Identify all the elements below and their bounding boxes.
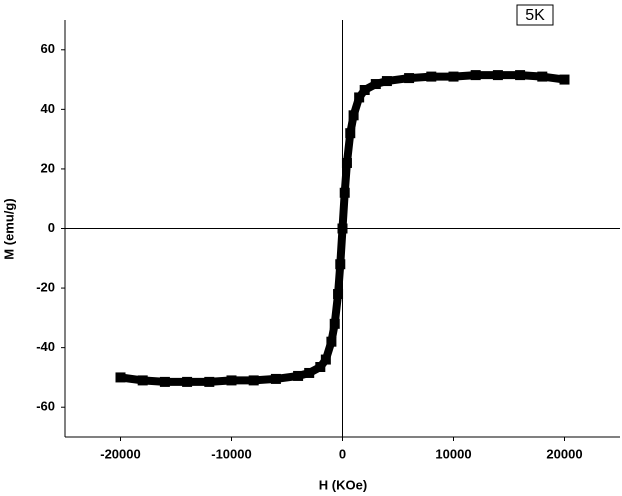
data-point: [337, 223, 348, 234]
data-point: [137, 375, 148, 386]
data-point: [359, 84, 370, 95]
y-tick-label: 20: [41, 160, 55, 175]
data-point: [248, 375, 259, 386]
data-point: [335, 259, 346, 270]
y-tick-label: -40: [36, 339, 55, 354]
data-point: [333, 289, 344, 300]
data-point: [354, 92, 365, 103]
data-point: [470, 70, 481, 81]
data-point: [115, 372, 126, 383]
data-point: [320, 354, 331, 365]
data-point: [381, 76, 392, 87]
legend-box: [516, 4, 554, 26]
data-point: [370, 79, 381, 90]
data-point: [315, 362, 326, 373]
data-point: [226, 375, 237, 386]
data-point: [492, 70, 503, 81]
data-point: [426, 71, 437, 82]
data-point: [293, 370, 304, 381]
y-tick-label: 40: [41, 101, 55, 116]
data-point: [270, 373, 281, 384]
y-tick-label: -20: [36, 280, 55, 295]
x-tick-label: 20000: [546, 446, 582, 461]
data-point: [537, 71, 548, 82]
data-point: [204, 376, 215, 387]
data-point: [326, 336, 337, 347]
data-point: [329, 318, 340, 329]
data-point: [182, 376, 193, 387]
x-tick-label: 10000: [435, 446, 471, 461]
x-axis-label: H (KOe): [319, 477, 367, 492]
data-point: [345, 128, 356, 139]
data-point: [448, 71, 459, 82]
x-tick-label: -10000: [211, 446, 251, 461]
data-point: [304, 367, 315, 378]
data-point: [348, 110, 359, 121]
y-tick-label: 0: [48, 220, 55, 235]
data-point: [339, 187, 350, 198]
data-point: [515, 70, 526, 81]
x-tick-label: -20000: [100, 446, 140, 461]
legend-label: 5K: [525, 7, 545, 24]
data-point: [559, 74, 570, 85]
data-point: [404, 73, 415, 84]
y-tick-label: -60: [36, 399, 55, 414]
x-tick-label: 0: [339, 446, 346, 461]
data-point: [159, 376, 170, 387]
data-point: [341, 157, 352, 168]
y-axis-label: M (emu/g): [1, 198, 16, 259]
y-tick-label: 60: [41, 41, 55, 56]
